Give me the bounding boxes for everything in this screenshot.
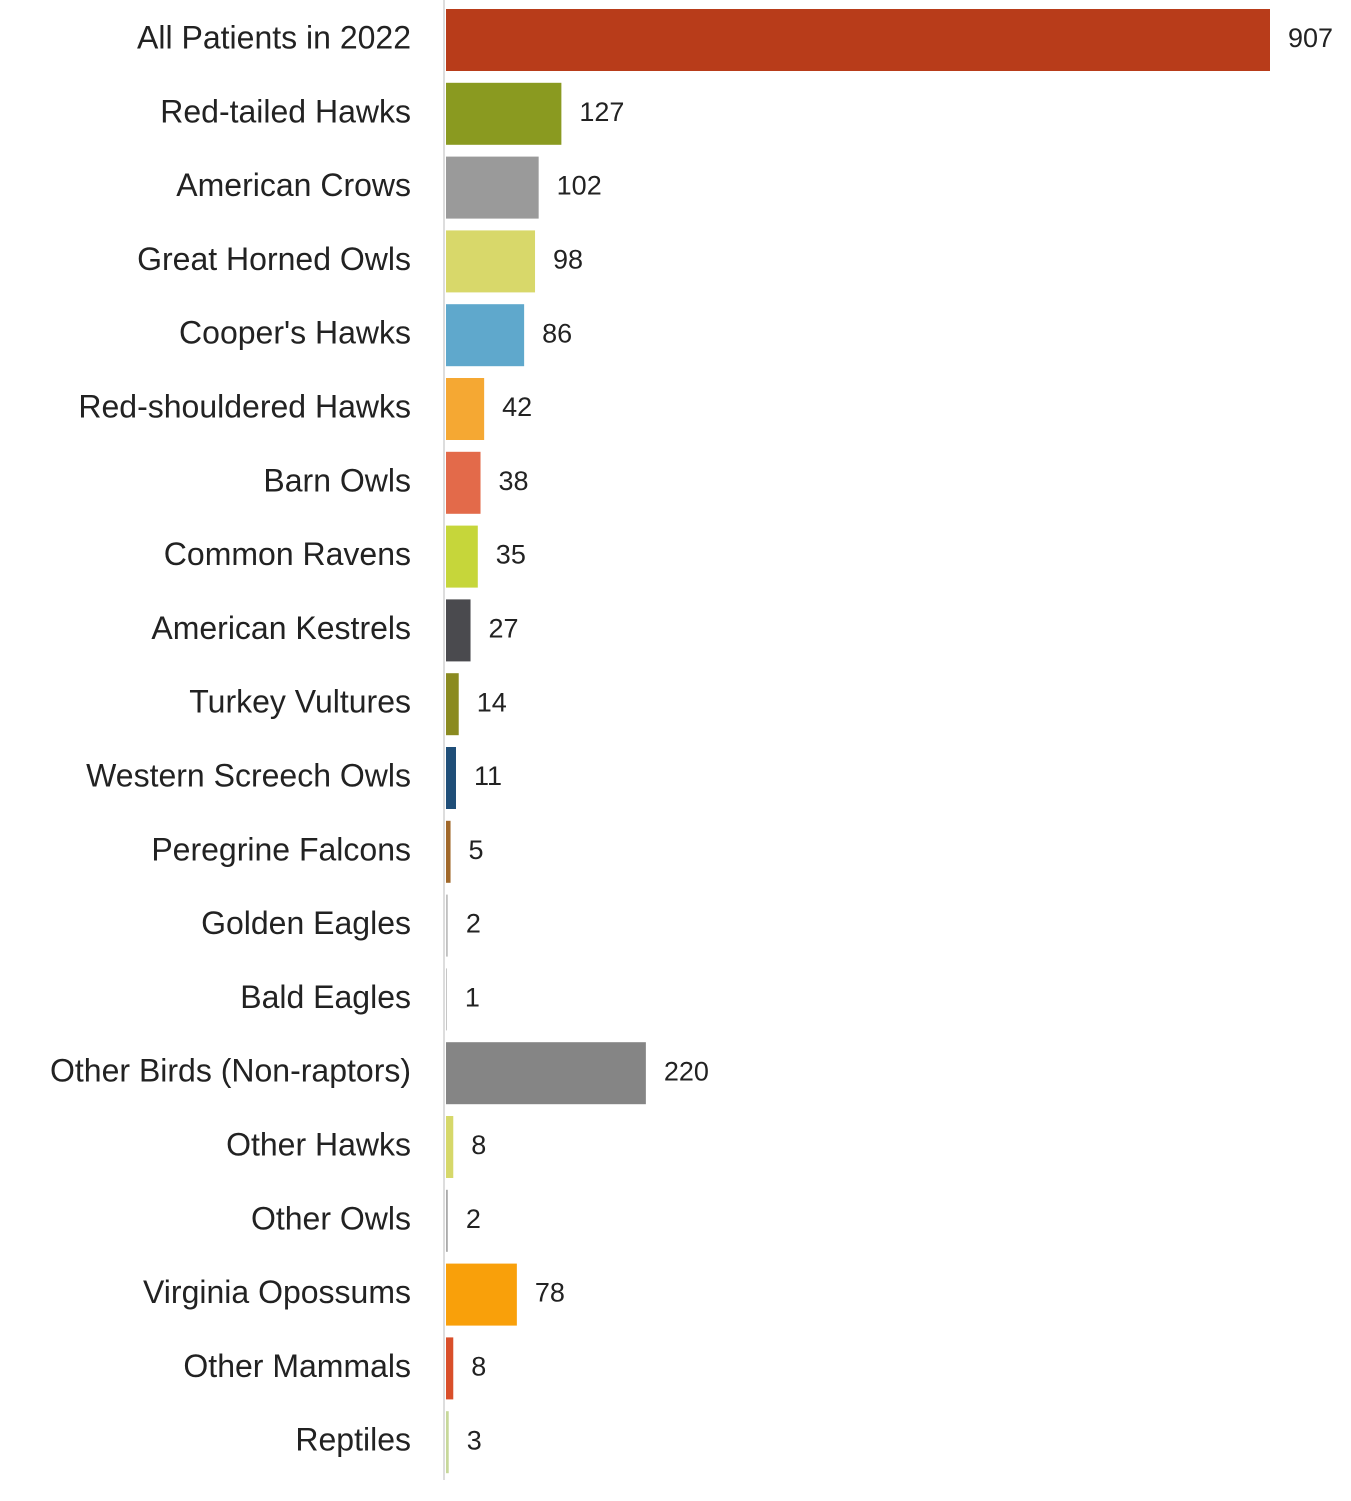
value-label: 2 (466, 1204, 481, 1234)
page: All Patients in 2022 907 Red-tailed Hawks 1… (0, 0, 1351, 1501)
bar (446, 526, 478, 588)
bar (446, 895, 448, 957)
bar (446, 9, 1270, 71)
category-label: Red-shouldered Hawks (78, 388, 411, 424)
category-label: Peregrine Falcons (151, 831, 411, 867)
bar (446, 452, 481, 514)
category-label: Barn Owls (263, 462, 411, 498)
category-label: American Crows (176, 167, 411, 203)
category-label: Turkey Vultures (189, 684, 411, 720)
value-label: 907 (1288, 23, 1333, 53)
value-label: 35 (496, 540, 526, 570)
bar (446, 83, 561, 145)
category-label: Golden Eagles (201, 905, 411, 941)
category-label: Common Ravens (164, 536, 411, 572)
bar (446, 1264, 517, 1326)
bar (446, 1411, 449, 1473)
value-label: 102 (557, 171, 602, 201)
value-label: 78 (535, 1278, 565, 1308)
value-label: 220 (664, 1056, 709, 1086)
category-label: Cooper's Hawks (179, 315, 411, 351)
bar (446, 157, 539, 219)
chart: All Patients in 2022 907 Red-tailed Hawks 1… (0, 0, 1351, 1501)
value-label: 86 (542, 318, 572, 348)
category-label: All Patients in 2022 (137, 19, 411, 55)
category-label: Red-tailed Hawks (160, 93, 411, 129)
value-label: 3 (467, 1425, 482, 1455)
value-label: 98 (553, 245, 583, 275)
category-label: Other Birds (Non-raptors) (50, 1053, 411, 1089)
value-label: 8 (471, 1352, 486, 1382)
value-label: 8 (471, 1130, 486, 1160)
bar (446, 1337, 453, 1399)
value-label: 11 (474, 761, 502, 791)
bar (446, 673, 459, 735)
category-label: Bald Eagles (240, 979, 411, 1015)
value-label: 42 (502, 392, 532, 422)
value-label: 2 (466, 909, 481, 939)
bar (446, 378, 484, 440)
bar (446, 599, 471, 661)
category-label: Other Hawks (226, 1126, 411, 1162)
value-label: 5 (469, 835, 484, 865)
category-label: Other Owls (251, 1200, 411, 1236)
bar (446, 1116, 453, 1178)
category-label: American Kestrels (151, 610, 411, 646)
bar (446, 230, 535, 292)
bar (446, 968, 447, 1030)
category-label: Great Horned Owls (137, 241, 411, 277)
category-label: Other Mammals (183, 1348, 411, 1384)
value-label: 14 (477, 687, 507, 717)
bar (446, 1190, 448, 1252)
bar (446, 747, 456, 809)
value-label: 1 (465, 983, 480, 1013)
category-label: Western Screech Owls (86, 757, 411, 793)
value-label: 38 (499, 466, 529, 496)
value-label: 127 (579, 97, 624, 127)
bar (446, 821, 451, 883)
category-label: Reptiles (295, 1422, 411, 1458)
bar (446, 304, 524, 366)
category-label: Virginia Opossums (143, 1274, 411, 1310)
bar (446, 1042, 646, 1104)
value-label: 27 (489, 614, 519, 644)
